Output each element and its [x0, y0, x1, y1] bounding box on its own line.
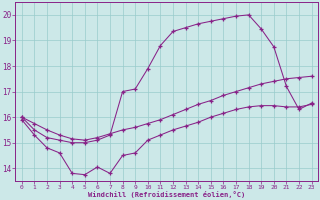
X-axis label: Windchill (Refroidissement éolien,°C): Windchill (Refroidissement éolien,°C) [88, 191, 245, 198]
